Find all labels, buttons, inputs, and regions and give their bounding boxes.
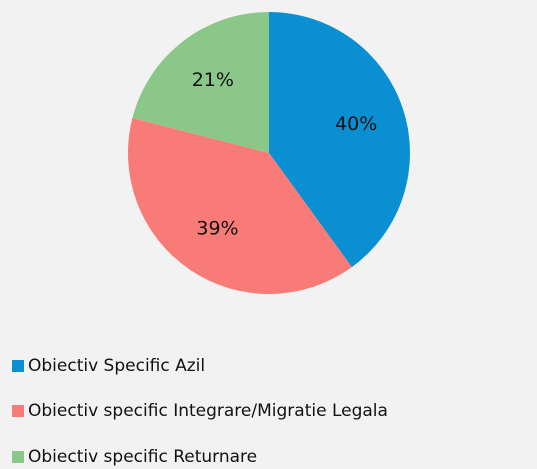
legend-swatch	[12, 360, 24, 372]
pie-slice	[132, 12, 269, 153]
data-label: 39%	[196, 217, 238, 239]
pie-slice	[128, 117, 352, 294]
pie-slice	[269, 12, 410, 268]
legend-label: Obiectiv specific Integrare/Migratie Leg…	[28, 401, 388, 421]
data-label: 40%	[335, 113, 377, 135]
legend-swatch	[12, 405, 24, 417]
legend-swatch	[12, 451, 24, 463]
legend-label: Obiectiv Specific Azil	[28, 356, 205, 376]
data-label: 21%	[192, 69, 234, 91]
legend-label: Obiectiv specific Returnare	[28, 447, 257, 467]
